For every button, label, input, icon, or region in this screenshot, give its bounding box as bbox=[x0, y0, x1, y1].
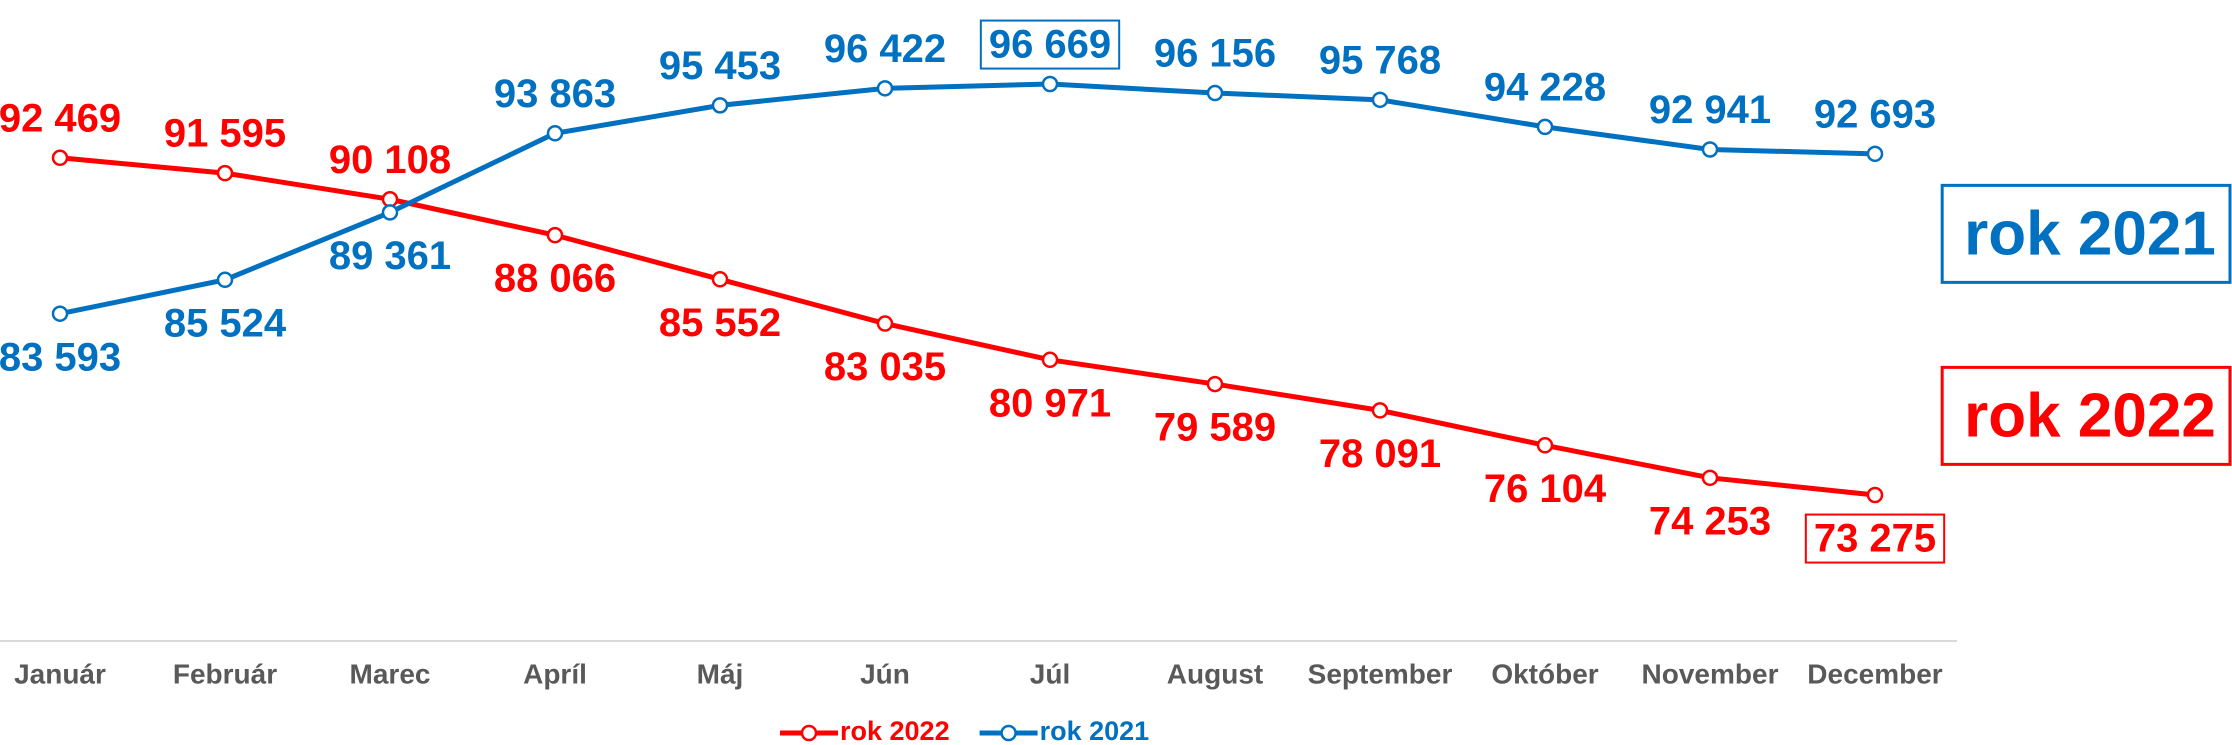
marker bbox=[51, 305, 69, 322]
data-label: 95 768 bbox=[1319, 38, 1441, 82]
line-series bbox=[59, 155, 1876, 498]
marker bbox=[216, 271, 234, 289]
marker bbox=[51, 149, 69, 167]
marker bbox=[1536, 118, 1554, 136]
marker bbox=[1866, 145, 1884, 163]
x-tick-label: Október bbox=[1491, 658, 1598, 689]
series-side-label: rok 2021 bbox=[1964, 199, 2216, 268]
marker bbox=[711, 271, 729, 288]
data-label: 92 941 bbox=[1649, 88, 1771, 132]
data-label: 96 422 bbox=[824, 27, 946, 71]
data-label: 85 552 bbox=[659, 301, 781, 345]
line-series bbox=[59, 81, 1876, 317]
side-label-box bbox=[1940, 183, 2232, 284]
series-side-label: rok 2022 bbox=[1964, 381, 2216, 450]
x-tick-label: Marec bbox=[350, 658, 431, 689]
legend-marker bbox=[800, 724, 818, 742]
marker bbox=[546, 125, 564, 142]
marker bbox=[1371, 91, 1389, 109]
data-label: 83 593 bbox=[0, 335, 121, 379]
legend-label: rok 2022 bbox=[840, 716, 950, 745]
legend-marker bbox=[1000, 724, 1017, 742]
marker bbox=[1041, 351, 1059, 369]
data-label: 88 066 bbox=[494, 257, 616, 301]
data-label: 93 863 bbox=[494, 72, 616, 116]
x-tick-label: September bbox=[1308, 658, 1453, 689]
data-label: 90 108 bbox=[329, 138, 451, 182]
data-label: 94 228 bbox=[1484, 65, 1606, 109]
x-tick-label: Február bbox=[173, 658, 277, 689]
marker bbox=[1206, 375, 1224, 393]
marker bbox=[381, 204, 399, 221]
data-label: 95 453 bbox=[659, 44, 781, 88]
x-tick-label: Apríl bbox=[523, 658, 587, 689]
x-tick-label: November bbox=[1642, 658, 1779, 689]
marker bbox=[1701, 141, 1719, 158]
label-box bbox=[1804, 513, 1946, 564]
label-box bbox=[979, 19, 1121, 70]
x-tick-label: Máj bbox=[697, 658, 744, 689]
marker bbox=[1371, 402, 1389, 419]
legend-label: rok 2021 bbox=[1040, 716, 1150, 745]
marker bbox=[216, 164, 234, 182]
data-label: 73 275 bbox=[1814, 517, 1936, 561]
data-label: 91 595 bbox=[164, 112, 286, 156]
marker bbox=[1041, 75, 1059, 93]
marker bbox=[1206, 84, 1224, 102]
data-label: 80 971 bbox=[989, 381, 1111, 425]
side-label-box bbox=[1940, 365, 2232, 466]
data-label: 83 035 bbox=[824, 345, 946, 389]
x-tick-label: December bbox=[1807, 658, 1943, 689]
data-label: 92 693 bbox=[1814, 92, 1936, 136]
marker bbox=[1866, 486, 1884, 504]
data-label: 92 469 bbox=[0, 96, 121, 140]
marker bbox=[546, 226, 564, 244]
data-label: 78 091 bbox=[1319, 432, 1441, 476]
data-label: 96 669 bbox=[989, 23, 1111, 67]
x-tick-label: Január bbox=[14, 658, 106, 689]
data-label: 96 156 bbox=[1154, 32, 1276, 76]
marker bbox=[711, 97, 729, 114]
marker bbox=[876, 80, 894, 97]
marker bbox=[1536, 437, 1554, 454]
data-label: 89 361 bbox=[329, 234, 451, 278]
x-tick-label: Júl bbox=[1030, 658, 1070, 689]
data-label: 76 104 bbox=[1484, 467, 1607, 511]
data-label: 79 589 bbox=[1154, 406, 1276, 450]
marker bbox=[876, 315, 894, 332]
data-label: 85 524 bbox=[164, 301, 287, 345]
x-tick-label: Jún bbox=[860, 658, 910, 689]
marker bbox=[1701, 469, 1719, 487]
x-tick-label: August bbox=[1167, 658, 1263, 689]
data-label: 74 253 bbox=[1649, 499, 1771, 543]
